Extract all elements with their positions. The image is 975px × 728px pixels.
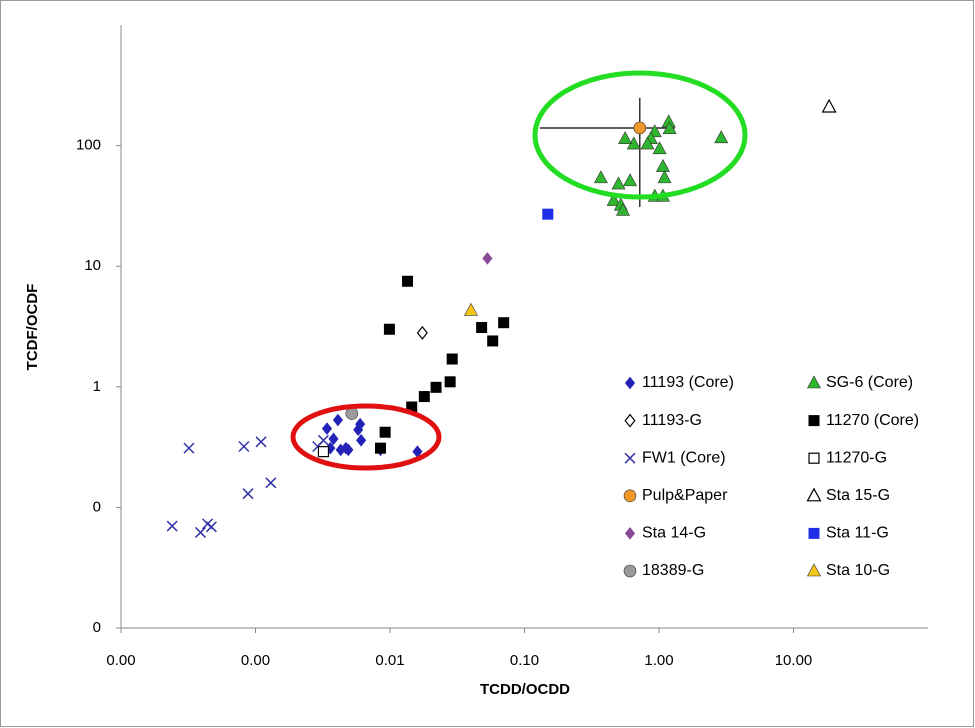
marker xyxy=(317,446,330,458)
marker xyxy=(255,436,267,448)
x-axis-label: TCDD/OCDD xyxy=(480,681,570,698)
y-tick-label: 1 xyxy=(93,378,101,395)
legend-marker xyxy=(623,489,637,503)
marker xyxy=(383,323,395,335)
plot-area: 0.00 0.00 0.01 0.10 1.00 10.00 0 0 1 10 100 xyxy=(76,25,928,669)
legend: 11193 (Core) SG-6 (Core) 11193-G 11270 (Cor… xyxy=(623,374,919,579)
x-tick-label: 0.01 xyxy=(375,652,404,669)
legend-marker xyxy=(624,376,636,390)
marker xyxy=(444,376,456,388)
marker xyxy=(633,121,647,135)
marker xyxy=(166,520,178,532)
marker xyxy=(194,526,207,538)
marker xyxy=(332,413,344,427)
marker xyxy=(321,422,333,436)
legend-label: SG-6 (Core) xyxy=(826,374,913,391)
marker xyxy=(375,442,387,454)
y-tick-label: 0 xyxy=(93,498,101,515)
marker xyxy=(542,208,554,220)
marker xyxy=(265,477,277,489)
marker xyxy=(487,335,499,347)
marker xyxy=(662,121,677,135)
marker xyxy=(606,192,621,206)
marker xyxy=(657,170,672,184)
marker xyxy=(616,202,631,216)
legend-marker xyxy=(808,452,820,464)
y-tick-label: 10 xyxy=(84,257,101,274)
marker xyxy=(446,353,458,365)
marker xyxy=(611,176,626,190)
marker xyxy=(340,441,352,455)
legend-label: Sta 10-G xyxy=(826,562,890,579)
marker xyxy=(482,252,493,265)
marker xyxy=(618,131,633,145)
legend-marker xyxy=(806,487,822,502)
marker xyxy=(355,417,366,431)
marker xyxy=(238,440,250,453)
marker xyxy=(379,426,391,438)
y-tick-label: 0 xyxy=(93,619,101,636)
green-ellipse xyxy=(532,70,748,200)
marker xyxy=(205,521,217,533)
marker xyxy=(463,302,478,316)
marker xyxy=(328,432,339,446)
y-tick-label: 100 xyxy=(76,137,101,154)
x-tick-label: 0.00 xyxy=(106,652,135,669)
legend-marker xyxy=(624,413,636,428)
x-tick-label: 0.10 xyxy=(510,652,539,669)
marker xyxy=(183,442,195,454)
legend-marker xyxy=(623,564,637,578)
x-tick-label: 10.00 xyxy=(775,652,813,669)
legend-label: Sta 11-G xyxy=(826,525,889,542)
marker xyxy=(593,170,608,184)
marker xyxy=(652,141,667,155)
legend-label: 11193-G xyxy=(642,412,702,429)
marker xyxy=(402,275,414,287)
legend-marker xyxy=(808,527,820,539)
legend-label: 11270 (Core) xyxy=(826,412,919,429)
legend-label: FW1 (Core) xyxy=(642,449,726,466)
marker xyxy=(418,391,430,403)
marker xyxy=(821,98,837,113)
marker xyxy=(655,158,670,172)
marker xyxy=(242,488,254,500)
legend-label: 11193 (Core) xyxy=(642,374,734,391)
red-ellipse xyxy=(290,403,442,471)
marker xyxy=(416,325,428,340)
legend-marker xyxy=(806,375,822,389)
legend-marker xyxy=(808,415,820,427)
legend-label: 11270-G xyxy=(826,449,887,466)
marker xyxy=(623,173,638,187)
y-axis-label: TCDF/OCDF xyxy=(24,284,41,371)
legend-marker xyxy=(806,563,822,577)
marker xyxy=(714,130,729,144)
legend-marker xyxy=(624,452,636,464)
legend-label: 18389-G xyxy=(642,562,704,579)
legend-label: Sta 14-G xyxy=(642,525,706,542)
legend-marker xyxy=(624,526,636,540)
x-tick-label: 0.00 xyxy=(241,652,270,669)
marker xyxy=(317,434,329,446)
marker xyxy=(430,381,442,393)
marker xyxy=(476,322,488,334)
x-tick-label: 1.00 xyxy=(644,652,673,669)
marker xyxy=(356,433,367,447)
marker xyxy=(498,317,510,329)
marker xyxy=(640,136,655,150)
legend-label: Sta 15-G xyxy=(826,487,890,504)
legend-label: Pulp&Paper xyxy=(642,487,728,504)
